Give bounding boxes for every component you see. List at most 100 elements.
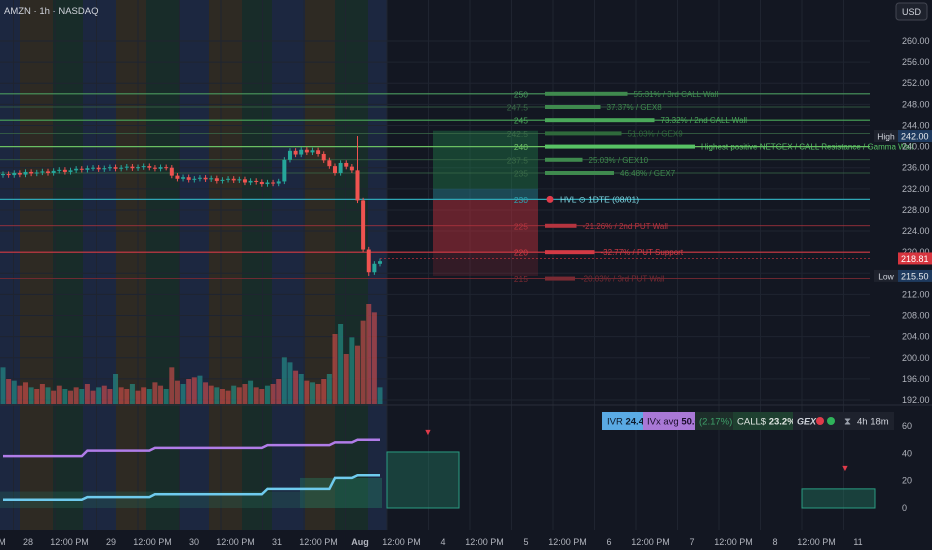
x-tick-label: 4 [440,537,445,547]
gex-bar-label: -21.26% / 2nd PUT Wall [583,222,669,231]
ivx-label: IVx avg 50.6 [647,417,700,428]
gex-bar [545,92,628,96]
volume-bar [248,381,253,404]
y-tick-label: 208.00 [902,311,930,321]
y-tick-label: 228.00 [902,205,930,215]
candle-body [97,168,101,170]
volume-bar [96,387,101,404]
candle-body [204,178,208,180]
y-tick-label: 256.00 [902,57,930,67]
volume-bar [124,389,129,404]
y-tick-label: 224.00 [902,226,930,236]
gex-label: GEX [797,417,817,427]
volume-bar [40,384,45,404]
volume-bar [316,384,321,404]
x-tick-label: 6 [606,537,611,547]
x-tick-label: 12:00 PM [797,537,836,547]
gex-green-dot [827,417,835,425]
y-tick-label: 244.00 [902,120,930,130]
symbol-title[interactable]: AMZN · 1h · NASDAQ [4,6,99,17]
volume-bar [147,389,152,404]
time-axis: 12:00 PM2812:00 PM2912:00 PM3012:00 PM31… [0,537,863,547]
volume-bar [6,379,11,404]
candle-body [114,167,118,169]
x-tick-label: 29 [106,537,116,547]
volume-bar [203,382,208,404]
x-tick-label: 12:00 PM [548,537,587,547]
x-tick-label: 12:00 PM [0,537,6,547]
volume-bar [299,374,304,404]
indicator-box [387,452,459,508]
candle-body [142,166,146,167]
candle-body [91,168,95,169]
gex-bar-label: 55.31% / 3rd CALL Wall [634,90,719,99]
y-tick-label: 200.00 [902,353,930,363]
volume-bar [366,304,371,404]
gex-bar-label: 46.48% / GEX7 [620,169,676,178]
volume-bar [1,367,6,404]
candle-body [333,166,337,173]
session-band [368,0,387,530]
candle-body [159,167,163,169]
volume-bar [34,389,39,404]
volume-bar [282,357,287,404]
candle-body [1,174,5,175]
candle-body [322,154,326,160]
price-line-label: 225 [514,221,528,231]
candle-body [170,168,174,176]
y-tick-label: 240.00 [902,142,930,152]
x-tick-label: 12:00 PM [299,537,338,547]
candle-body [372,264,376,272]
x-tick-label: 30 [189,537,199,547]
y-tick-label: 196.00 [902,374,930,384]
x-tick-label: 12:00 PM [465,537,504,547]
x-tick-label: 12:00 PM [631,537,670,547]
candle-body [69,170,73,172]
candle-body [85,168,89,170]
price-line-label: 247.5 [507,102,529,112]
candle-body [119,168,123,169]
candle-body [181,177,185,179]
candle-body [209,178,213,179]
indicator-box [802,489,875,508]
currency-label: USD [902,7,922,17]
volume-bar [175,381,180,404]
volume-bar [372,312,377,404]
volume-bar [214,387,219,404]
price-line-label: 250 [514,89,528,99]
high-tag-label: High [877,132,895,142]
volume-bar [107,389,112,404]
x-tick-label: 12:00 PM [714,537,753,547]
session-band [53,0,83,530]
volume-bar [327,374,332,404]
volume-bar [271,384,276,404]
candle-body [24,172,28,175]
volume-bar [164,389,169,404]
candle-body [299,150,303,155]
volume-bar [74,387,79,404]
candle-body [288,151,292,160]
volume-bar [276,379,281,404]
gex-bar [545,171,614,175]
volume-bar [226,391,231,404]
low-tag-value: 215.50 [901,271,929,281]
session-band [20,0,53,530]
gex-bar-label: 25.03% / GEX10 [589,156,649,165]
candle-body [355,170,359,200]
gex-bar-label: -32.77% / PUT Support [601,248,684,257]
gex-bar [545,277,575,281]
candle-body [215,178,219,181]
low-tag-label: Low [878,271,894,281]
volume-bar [85,384,90,404]
current-price-tag-value: 218.81 [901,254,929,264]
x-tick-label: 7 [689,537,694,547]
candle-body [327,160,331,166]
volume-bar [68,391,73,404]
x-tick-label: 28 [23,537,33,547]
x-tick-label: 11 [853,537,862,547]
candle-body [198,178,202,179]
candle-body [108,167,112,168]
volume-bar [321,379,326,404]
volume-bar [310,382,315,404]
